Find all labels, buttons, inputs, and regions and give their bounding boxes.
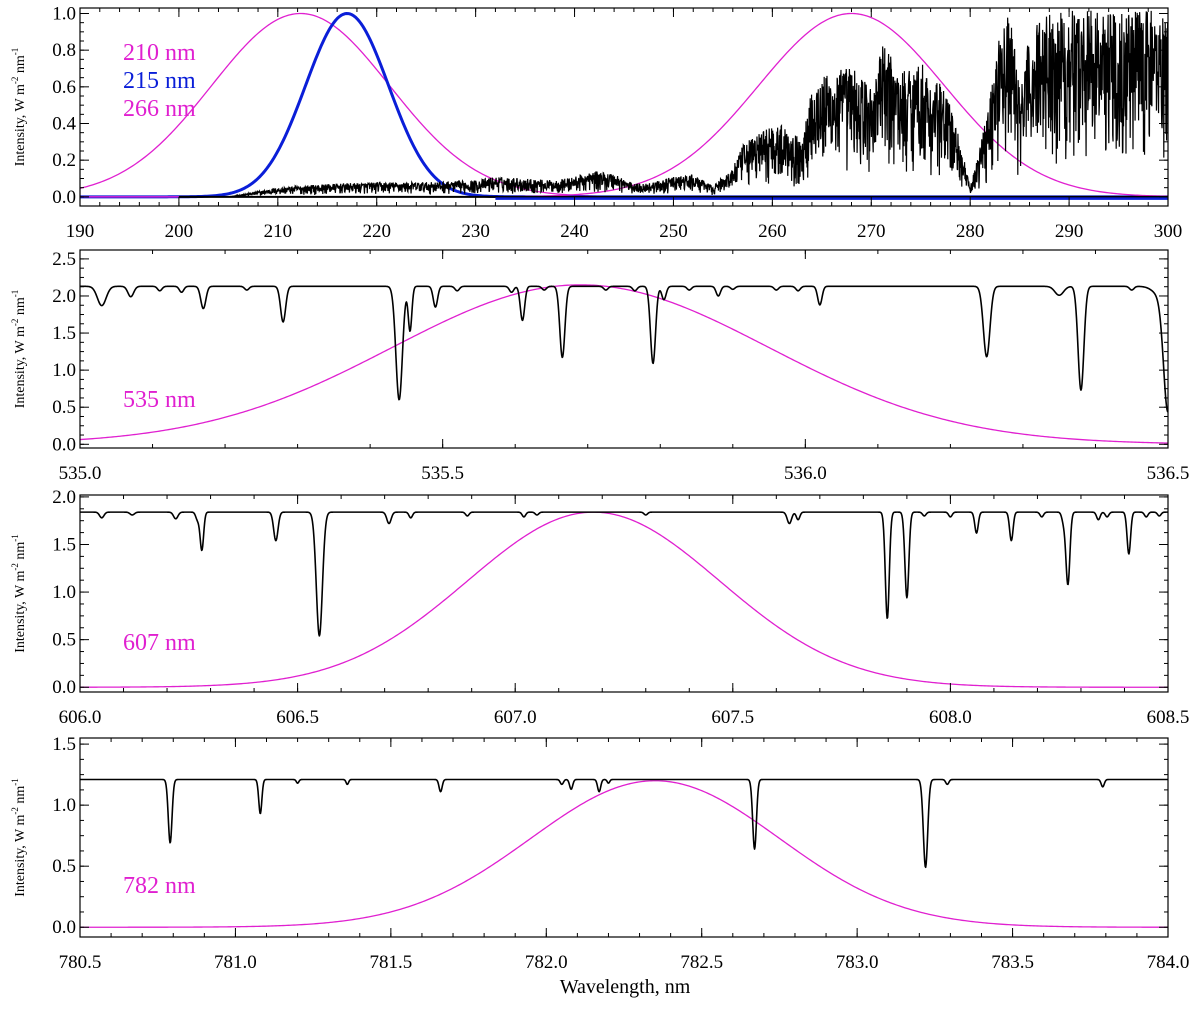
y-tick-label: 1.5: [52, 534, 76, 555]
plot-frame: [79, 249, 1169, 449]
y-tick-label: 1.0: [52, 582, 76, 603]
x-tick-label: 782.0: [525, 952, 568, 973]
y-axis-label: Intensity, W m-2 nm-1: [10, 290, 28, 409]
plot-area: [80, 778, 1168, 928]
x-tick-label: 606.0: [59, 707, 102, 728]
plot-frame: [79, 494, 1169, 693]
y-axis-label: Intensity, W m-2 nm-1: [10, 534, 28, 653]
x-tick-label: 606.5: [276, 707, 319, 728]
x-tick-label: 784.0: [1147, 952, 1190, 973]
y-tick-label: 0.6: [52, 77, 76, 98]
series-782-nm-filter: [80, 780, 1168, 928]
y-tick-label: 0.0: [52, 917, 76, 938]
x-tick-label: 240: [560, 221, 589, 242]
legend-entry: 266 nm: [123, 96, 196, 122]
plot-frame: [79, 737, 1169, 938]
y-tick-label: 1.5: [52, 734, 76, 755]
x-tick-label: 190: [66, 221, 95, 242]
x-tick-label: 290: [1055, 221, 1084, 242]
series-solar-spectrum: [178, 10, 1168, 198]
x-tick-label: 250: [659, 221, 688, 242]
y-tick-label: 2.0: [52, 286, 76, 307]
legend-entry: 210 nm: [123, 40, 196, 66]
x-tick-label: 535.0: [59, 463, 102, 484]
x-tick-label: 783.0: [836, 952, 879, 973]
y-label-sup: -1: [10, 290, 20, 298]
x-tick-label: 536.0: [784, 463, 827, 484]
x-tick-label: 220: [362, 221, 391, 242]
x-tick-label: 270: [857, 221, 886, 242]
plot-frame: [79, 7, 1169, 207]
y-tick-label: 1.0: [52, 4, 76, 25]
y-label-part: nm: [13, 55, 28, 77]
series-535-nm-filter: [80, 284, 1168, 444]
y-tick-label: 0.0: [52, 434, 76, 455]
series-solar-spectrum: [80, 511, 1168, 637]
legend-entry: 607 nm: [123, 630, 196, 656]
y-label-sup: -1: [10, 48, 20, 56]
y-tick-label: 0.5: [52, 630, 76, 651]
x-tick-label: 536.5: [1147, 463, 1190, 484]
series-solar-spectrum: [80, 778, 1168, 869]
y-tick-label: 0.5: [52, 856, 76, 877]
x-tick-label: 781.0: [214, 952, 257, 973]
y-label-part: Intensity, W m: [13, 814, 28, 896]
y-label-part: nm: [13, 542, 28, 564]
y-tick-label: 0.4: [52, 114, 76, 135]
y-tick-label: 0.2: [52, 150, 76, 171]
y-axis-label: Intensity, W m-2 nm-1: [10, 48, 28, 167]
x-tick-label: 781.5: [369, 952, 412, 973]
panel-535: 535.0 535.5 536.0 536.5 0.0 0.5 1.0 1.5 2.0 2.5 In…: [10, 249, 1189, 484]
x-tick-label: 608.5: [1147, 707, 1190, 728]
legend-entry: 782 nm: [123, 873, 196, 899]
x-tick-label: 608.0: [929, 707, 972, 728]
x-tick-label: 783.5: [991, 952, 1034, 973]
plot-area: [80, 10, 1168, 200]
x-tick-label: 230: [461, 221, 490, 242]
series-solar-spectrum: [80, 285, 1168, 413]
y-label-part: nm: [13, 786, 28, 808]
x-tick-label: 607.0: [494, 707, 537, 728]
y-label-part: Intensity, W m: [13, 570, 28, 652]
y-label-sup: -1: [10, 778, 20, 786]
x-tick-label: 210: [264, 221, 293, 242]
y-tick-label: 1.0: [52, 795, 76, 816]
panel-607: 606.0 606.5 607.0 607.5 608.0 608.5 0.0 0.5 1.0 1…: [10, 487, 1189, 728]
x-tick-label: 607.5: [711, 707, 754, 728]
legend-entry: 535 nm: [123, 387, 196, 413]
x-tick-label: 300: [1154, 221, 1183, 242]
x-axis-label: Wavelength, nm: [560, 976, 691, 998]
y-tick-label: 1.0: [52, 360, 76, 381]
y-tick-label: 0.8: [52, 40, 76, 61]
y-tick-label: 0.0: [52, 187, 76, 208]
y-label-sup: -2: [10, 807, 20, 815]
plot-area: [80, 511, 1168, 688]
panel-uv: 190 200 210 220 230 240 250 260 270 280 290 300 0.0 0…: [10, 4, 1182, 243]
y-label-part: Intensity, W m: [13, 326, 28, 408]
x-tick-label: 535.5: [421, 463, 464, 484]
series-607-nm-filter: [80, 511, 1168, 688]
x-tick-label: 280: [956, 221, 985, 242]
x-tick-label: 780.5: [59, 952, 102, 973]
y-tick-label: 2.0: [52, 487, 76, 508]
y-tick-label: 2.5: [52, 249, 76, 270]
y-label-part: nm: [13, 297, 28, 319]
legend-entry: 215 nm: [123, 68, 196, 94]
y-tick-label: 0.5: [52, 397, 76, 418]
y-label-sup: -2: [10, 77, 20, 85]
y-axis-label: Intensity, W m-2 nm-1: [10, 778, 28, 897]
y-label-sup: -1: [10, 534, 20, 542]
x-tick-label: 782.5: [680, 952, 723, 973]
x-tick-label: 200: [165, 221, 194, 242]
y-tick-label: 0.0: [52, 677, 76, 698]
y-label-sup: -2: [10, 319, 20, 327]
y-tick-label: 1.5: [52, 323, 76, 344]
plot-area: [80, 284, 1168, 444]
panel-782: 780.5 781.0 781.5 782.0 782.5 783.0 783.5 784.0…: [10, 734, 1189, 973]
y-label-part: Intensity, W m: [13, 84, 28, 166]
y-label-sup: -2: [10, 563, 20, 571]
x-tick-label: 260: [758, 221, 787, 242]
